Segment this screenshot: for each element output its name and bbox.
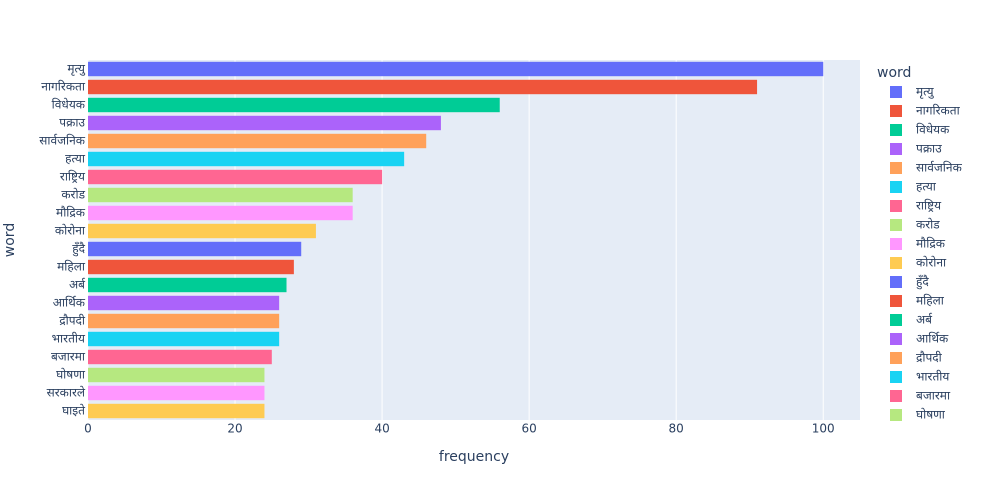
- legend-label[interactable]: मौद्रिक: [916, 237, 946, 251]
- bar: [88, 223, 316, 239]
- y-tick-label: करोड: [61, 188, 85, 202]
- bar: [88, 403, 265, 419]
- legend-label[interactable]: महिला: [916, 294, 945, 308]
- legend-swatch[interactable]: [890, 143, 902, 155]
- bar: [88, 241, 302, 257]
- y-tick-label: हुँदै: [72, 242, 85, 257]
- y-tick-label: मौद्रिक: [56, 206, 86, 220]
- legend-label[interactable]: पक्राउ: [916, 142, 942, 156]
- legend-swatch[interactable]: [890, 409, 902, 421]
- y-tick-label: बजारमा: [51, 350, 86, 364]
- bar: [88, 313, 280, 329]
- bar: [88, 367, 265, 383]
- legend-label[interactable]: द्रौपदी: [916, 351, 943, 365]
- legend-label[interactable]: विधेयक: [916, 123, 950, 137]
- legend-swatch[interactable]: [890, 219, 902, 231]
- legend-swatch[interactable]: [890, 105, 902, 117]
- legend-swatch[interactable]: [890, 162, 902, 174]
- legend-swatch[interactable]: [890, 124, 902, 136]
- bar: [88, 61, 824, 77]
- legend-swatch[interactable]: [890, 200, 902, 212]
- y-tick-label: आर्थिक: [53, 296, 86, 310]
- y-tick-label: हत्या: [65, 152, 86, 166]
- y-tick-label: नागरिकता: [41, 80, 86, 94]
- legend-swatch[interactable]: [890, 371, 902, 383]
- y-tick-label: द्रौपदी: [59, 314, 86, 328]
- bar: [88, 259, 294, 275]
- y-tick-label: कोरोना: [55, 224, 86, 238]
- bar: [88, 115, 441, 131]
- legend-label[interactable]: घोषणा: [916, 408, 946, 422]
- y-tick-label: भारतीय: [52, 332, 86, 346]
- y-tick-label: राष्ट्रिय: [60, 170, 86, 184]
- bar: [88, 331, 280, 347]
- bar: [88, 277, 287, 293]
- legend-swatch[interactable]: [890, 257, 902, 269]
- y-tick-label: सरकारले: [47, 386, 86, 400]
- y-tick-label: सार्वजनिक: [39, 134, 86, 148]
- legend-swatch[interactable]: [890, 86, 902, 98]
- legend-swatch[interactable]: [890, 276, 902, 288]
- y-axis-title: word: [2, 223, 18, 257]
- y-tick-label: विधेयक: [52, 98, 86, 112]
- bar: [88, 79, 758, 95]
- y-tick-label: महिला: [57, 260, 86, 274]
- legend-label[interactable]: हुँदै: [916, 275, 929, 290]
- legend-swatch[interactable]: [890, 390, 902, 402]
- bar: [88, 295, 280, 311]
- bar: [88, 151, 405, 167]
- bar: [88, 385, 265, 401]
- legend-label[interactable]: सार्वजनिक: [916, 161, 963, 175]
- bar: [88, 169, 383, 185]
- bar: [88, 349, 272, 365]
- plot-background: [88, 60, 860, 420]
- x-tick-label: 100: [812, 422, 835, 436]
- legend-label[interactable]: मृत्यु: [916, 85, 935, 100]
- legend-label[interactable]: हत्या: [916, 180, 937, 194]
- x-tick-label: 60: [522, 422, 537, 436]
- y-tick-label: मृत्यु: [67, 62, 86, 77]
- legend-swatch[interactable]: [890, 314, 902, 326]
- x-tick-label: 0: [84, 422, 92, 436]
- legend-label[interactable]: अर्ब: [916, 313, 933, 327]
- legend-swatch[interactable]: [890, 352, 902, 364]
- legend-label[interactable]: कोरोना: [916, 256, 947, 270]
- legend-label[interactable]: करोड: [916, 218, 940, 232]
- x-axis-title: frequency: [439, 449, 509, 465]
- legend-swatch[interactable]: [890, 181, 902, 193]
- bar: [88, 205, 353, 221]
- legend-label[interactable]: बजारमा: [916, 389, 951, 403]
- bar: [88, 97, 500, 113]
- y-tick-label: घाइते: [62, 404, 86, 418]
- legend-swatch[interactable]: [890, 238, 902, 250]
- y-tick-label: पक्राउ: [59, 116, 85, 130]
- y-tick-label: घोषणा: [56, 368, 86, 382]
- y-tick-label: अर्ब: [69, 278, 86, 292]
- legend-swatch[interactable]: [890, 295, 902, 307]
- legend-title: word: [877, 65, 911, 81]
- bar: [88, 187, 353, 203]
- legend-swatch[interactable]: [890, 333, 902, 345]
- x-tick-label: 80: [669, 422, 684, 436]
- x-tick-label: 20: [227, 422, 242, 436]
- legend-label[interactable]: राष्ट्रिय: [916, 199, 942, 213]
- bar: [88, 133, 427, 149]
- x-tick-label: 40: [374, 422, 389, 436]
- legend-label[interactable]: भारतीय: [916, 370, 950, 384]
- legend-label[interactable]: आर्थिक: [916, 332, 949, 346]
- legend-label[interactable]: नागरिकता: [916, 104, 961, 118]
